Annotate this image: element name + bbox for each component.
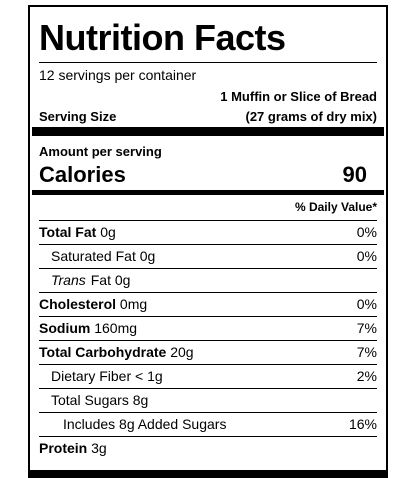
- nutrient-name: Total Fat: [39, 224, 97, 240]
- serving-size-label: Serving Size: [39, 109, 117, 124]
- nutrient-dv: 0%: [356, 248, 377, 264]
- nutrient-name: Total Sugars: [51, 392, 129, 408]
- label-title: Nutrition Facts: [39, 13, 377, 63]
- amount-per-serving: Amount per serving: [39, 144, 162, 159]
- nutrient-row-trans-fat: Trans Fat 0g: [39, 269, 377, 293]
- medium-divider: [32, 190, 384, 195]
- bottom-thick-divider: [28, 470, 388, 478]
- nutrient-name: Includes 8g Added Sugars: [63, 416, 227, 432]
- nutrient-amount: 0mg: [119, 296, 148, 312]
- nutrient-name: Cholesterol: [39, 296, 117, 312]
- nutrient-name: Sodium: [39, 320, 91, 336]
- nutrient-dv: 7%: [356, 344, 377, 360]
- nutrient-name-suffix: Fat: [90, 272, 111, 288]
- nutrient-row-sodium: Sodium 160mg 7%: [39, 317, 377, 341]
- daily-value-header: % Daily Value*: [39, 195, 377, 221]
- nutrient-name: Saturated Fat: [51, 248, 136, 264]
- nutrition-facts-label: Nutrition Facts 12 servings per containe…: [28, 5, 388, 478]
- nutrient-amount: 20g: [170, 344, 194, 360]
- calories-label: Calories: [39, 162, 126, 187]
- nutrient-row-total-fat: Total Fat 0g 0%: [39, 221, 377, 245]
- nutrient-row-cholesterol: Cholesterol 0mg 0%: [39, 293, 377, 317]
- serving-size-description: 1 Muffin or Slice of Bread: [220, 89, 377, 104]
- nutrient-dv: 16%: [348, 416, 377, 432]
- nutrient-name: Protein: [39, 440, 88, 456]
- thick-divider: [32, 127, 384, 136]
- nutrient-dv: 0%: [356, 224, 377, 240]
- serving-size-weight: (27 grams of dry mix): [245, 109, 378, 124]
- calories-row: Calories 90: [39, 160, 377, 190]
- nutrient-row-total-sugars: Total Sugars 8g: [39, 389, 377, 413]
- nutrient-amount: 0g: [114, 272, 131, 288]
- nutrient-name: Dietary Fiber: [51, 368, 132, 384]
- nutrient-amount: 8g: [132, 392, 149, 408]
- nutrient-row-dietary-fiber: Dietary Fiber < 1g 2%: [39, 365, 377, 389]
- nutrient-row-added-sugars: Includes 8g Added Sugars 16%: [39, 413, 377, 437]
- servings-per-container: 12 servings per container: [39, 67, 197, 83]
- nutrient-amount: < 1g: [135, 368, 163, 384]
- nutrient-amount: 0g: [139, 248, 156, 264]
- nutrient-dv: 0%: [356, 296, 377, 312]
- nutrient-amount: 160mg: [94, 320, 138, 336]
- nutrient-name: Trans: [51, 272, 86, 288]
- nutrient-row-saturated-fat: Saturated Fat 0g 0%: [39, 245, 377, 269]
- nutrient-dv: 2%: [356, 368, 377, 384]
- nutrient-dv: 7%: [356, 320, 377, 336]
- nutrient-name: Total Carbohydrate: [39, 344, 167, 360]
- nutrient-row-protein: Protein 3g: [39, 437, 377, 460]
- nutrient-amount: 3g: [91, 440, 107, 456]
- calories-value: 90: [342, 162, 367, 187]
- nutrient-amount: 0g: [100, 224, 116, 240]
- nutrient-row-total-carbohydrate: Total Carbohydrate 20g 7%: [39, 341, 377, 365]
- serving-size: Serving Size 1 Muffin or Slice of Bread …: [39, 87, 377, 127]
